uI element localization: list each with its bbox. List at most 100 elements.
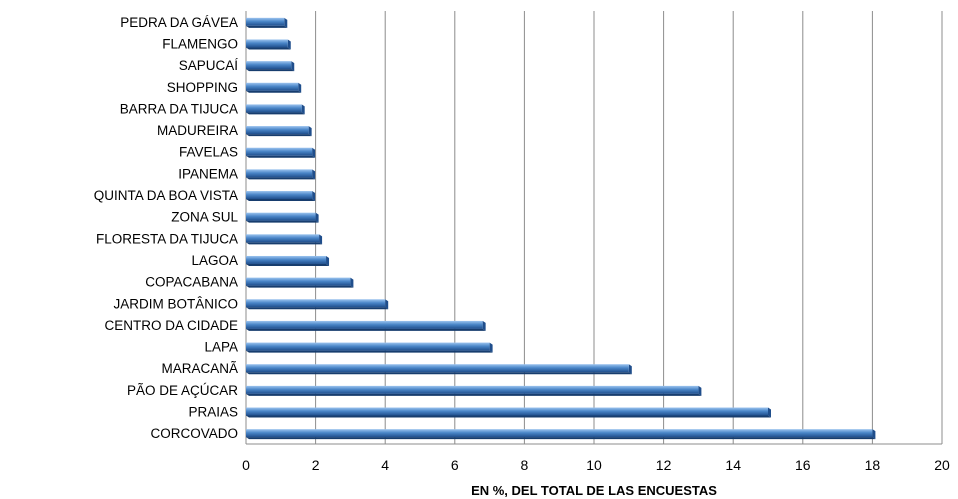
- bar-front: [246, 385, 699, 394]
- x-tick-label: 12: [656, 457, 672, 473]
- bar: [246, 61, 295, 72]
- bar-bottom-face: [246, 437, 876, 440]
- bar-front: [246, 104, 302, 113]
- bar: [246, 234, 323, 245]
- category-label: MARACANÃ: [161, 361, 238, 376]
- bar-front: [246, 277, 351, 286]
- bar-front: [246, 61, 292, 70]
- category-label: IPANEMA: [178, 166, 238, 181]
- category-label: SHOPPING: [167, 80, 238, 95]
- bar-end-face: [385, 299, 389, 310]
- bar-end-face: [287, 39, 291, 50]
- bar-end-face: [301, 104, 305, 115]
- bar-bottom-face: [246, 372, 632, 375]
- x-tick-label: 16: [795, 457, 811, 473]
- bar-end-face: [768, 407, 771, 418]
- bar-front: [246, 429, 873, 438]
- category-label: SAPUCAÍ: [179, 58, 239, 73]
- bar-bottom-face: [246, 112, 305, 115]
- bar-end-face: [350, 277, 354, 288]
- bar-bottom-face: [246, 350, 493, 353]
- category-label: CORCOVADO: [150, 426, 238, 441]
- bar-bottom-face: [246, 328, 486, 331]
- category-label: MADUREIRA: [157, 123, 238, 138]
- bar-bottom-face: [246, 155, 316, 158]
- bar: [246, 429, 876, 440]
- bar: [246, 191, 316, 202]
- bar-end-face: [698, 385, 702, 396]
- bar-bottom-face: [246, 285, 354, 288]
- bar-front: [246, 39, 288, 48]
- bar: [246, 342, 493, 353]
- bar: [246, 364, 632, 375]
- bar-end-face: [326, 255, 330, 266]
- bar-front: [246, 126, 309, 135]
- x-tick-label: 6: [451, 457, 459, 473]
- bar-front: [246, 17, 285, 26]
- x-tick-label: 18: [865, 457, 881, 473]
- category-labels: PEDRA DA GÁVEA FLAMENGO SAPUCAÍ SHOPPING BAR…: [94, 15, 239, 441]
- category-label: CENTRO DA CIDADE: [104, 318, 238, 333]
- bar: [246, 320, 486, 331]
- bar-end-face: [628, 364, 632, 375]
- bar-front: [246, 234, 320, 243]
- grid-lines: [245, 11, 943, 445]
- bar: [246, 82, 302, 93]
- bar-front: [246, 407, 768, 416]
- bar-bottom-face: [246, 47, 291, 50]
- bar-end-face: [312, 147, 316, 158]
- bar-end-face: [315, 212, 319, 223]
- category-label: QUINTA DA BOA VISTA: [94, 188, 238, 203]
- bar: [246, 299, 389, 310]
- bar-bottom-face: [246, 242, 323, 245]
- bar: [246, 39, 291, 50]
- bar: [246, 385, 702, 396]
- category-label: LAGOA: [191, 253, 238, 268]
- x-tick-label: 8: [521, 457, 529, 473]
- bar-front: [246, 147, 313, 156]
- bars: [246, 17, 876, 440]
- bar-front: [246, 299, 386, 308]
- bar: [246, 104, 305, 115]
- category-label: JARDIM BOTÂNICO: [113, 296, 238, 311]
- category-label: FLAMENGO: [162, 36, 238, 51]
- bar-front: [246, 320, 483, 329]
- bar-end-face: [298, 82, 302, 93]
- bar: [246, 277, 354, 288]
- category-label: FAVELAS: [179, 145, 238, 160]
- x-tick-label: 2: [312, 457, 320, 473]
- x-tick-label: 10: [586, 457, 602, 473]
- bar-front: [246, 342, 490, 351]
- bar: [246, 169, 316, 180]
- bar-bottom-face: [246, 199, 316, 202]
- bar: [246, 255, 330, 266]
- bar-bottom-face: [246, 263, 330, 266]
- bar-front: [246, 255, 327, 264]
- category-label: PRAIAS: [188, 405, 238, 420]
- bar-bottom-face: [246, 220, 319, 223]
- bar-front: [246, 191, 313, 200]
- bar-bottom-face: [246, 177, 316, 180]
- x-axis-title: EN %, DEL TOTAL DE LAS ENCUESTAS: [471, 483, 717, 498]
- bar-bottom-face: [246, 307, 389, 310]
- bar-end-face: [312, 169, 316, 180]
- bar-bottom-face: [246, 393, 702, 396]
- bar-end-face: [489, 342, 493, 353]
- bar: [246, 212, 319, 223]
- bar: [246, 407, 771, 418]
- bar-bottom-face: [246, 134, 312, 137]
- bar-end-face: [312, 191, 316, 202]
- bar-end-face: [284, 17, 288, 28]
- x-tick-label: 20: [934, 457, 950, 473]
- bar-end-face: [291, 61, 295, 72]
- bar-bottom-face: [246, 25, 288, 28]
- bar-bottom-face: [246, 415, 771, 418]
- category-label: LAPA: [204, 340, 238, 355]
- bar-front: [246, 212, 316, 221]
- bar-bottom-face: [246, 69, 295, 72]
- bar-front: [246, 169, 313, 178]
- bar: [246, 147, 316, 158]
- bar-bottom-face: [246, 90, 302, 93]
- bar-end-face: [319, 234, 323, 245]
- category-label: COPACABANA: [145, 275, 238, 290]
